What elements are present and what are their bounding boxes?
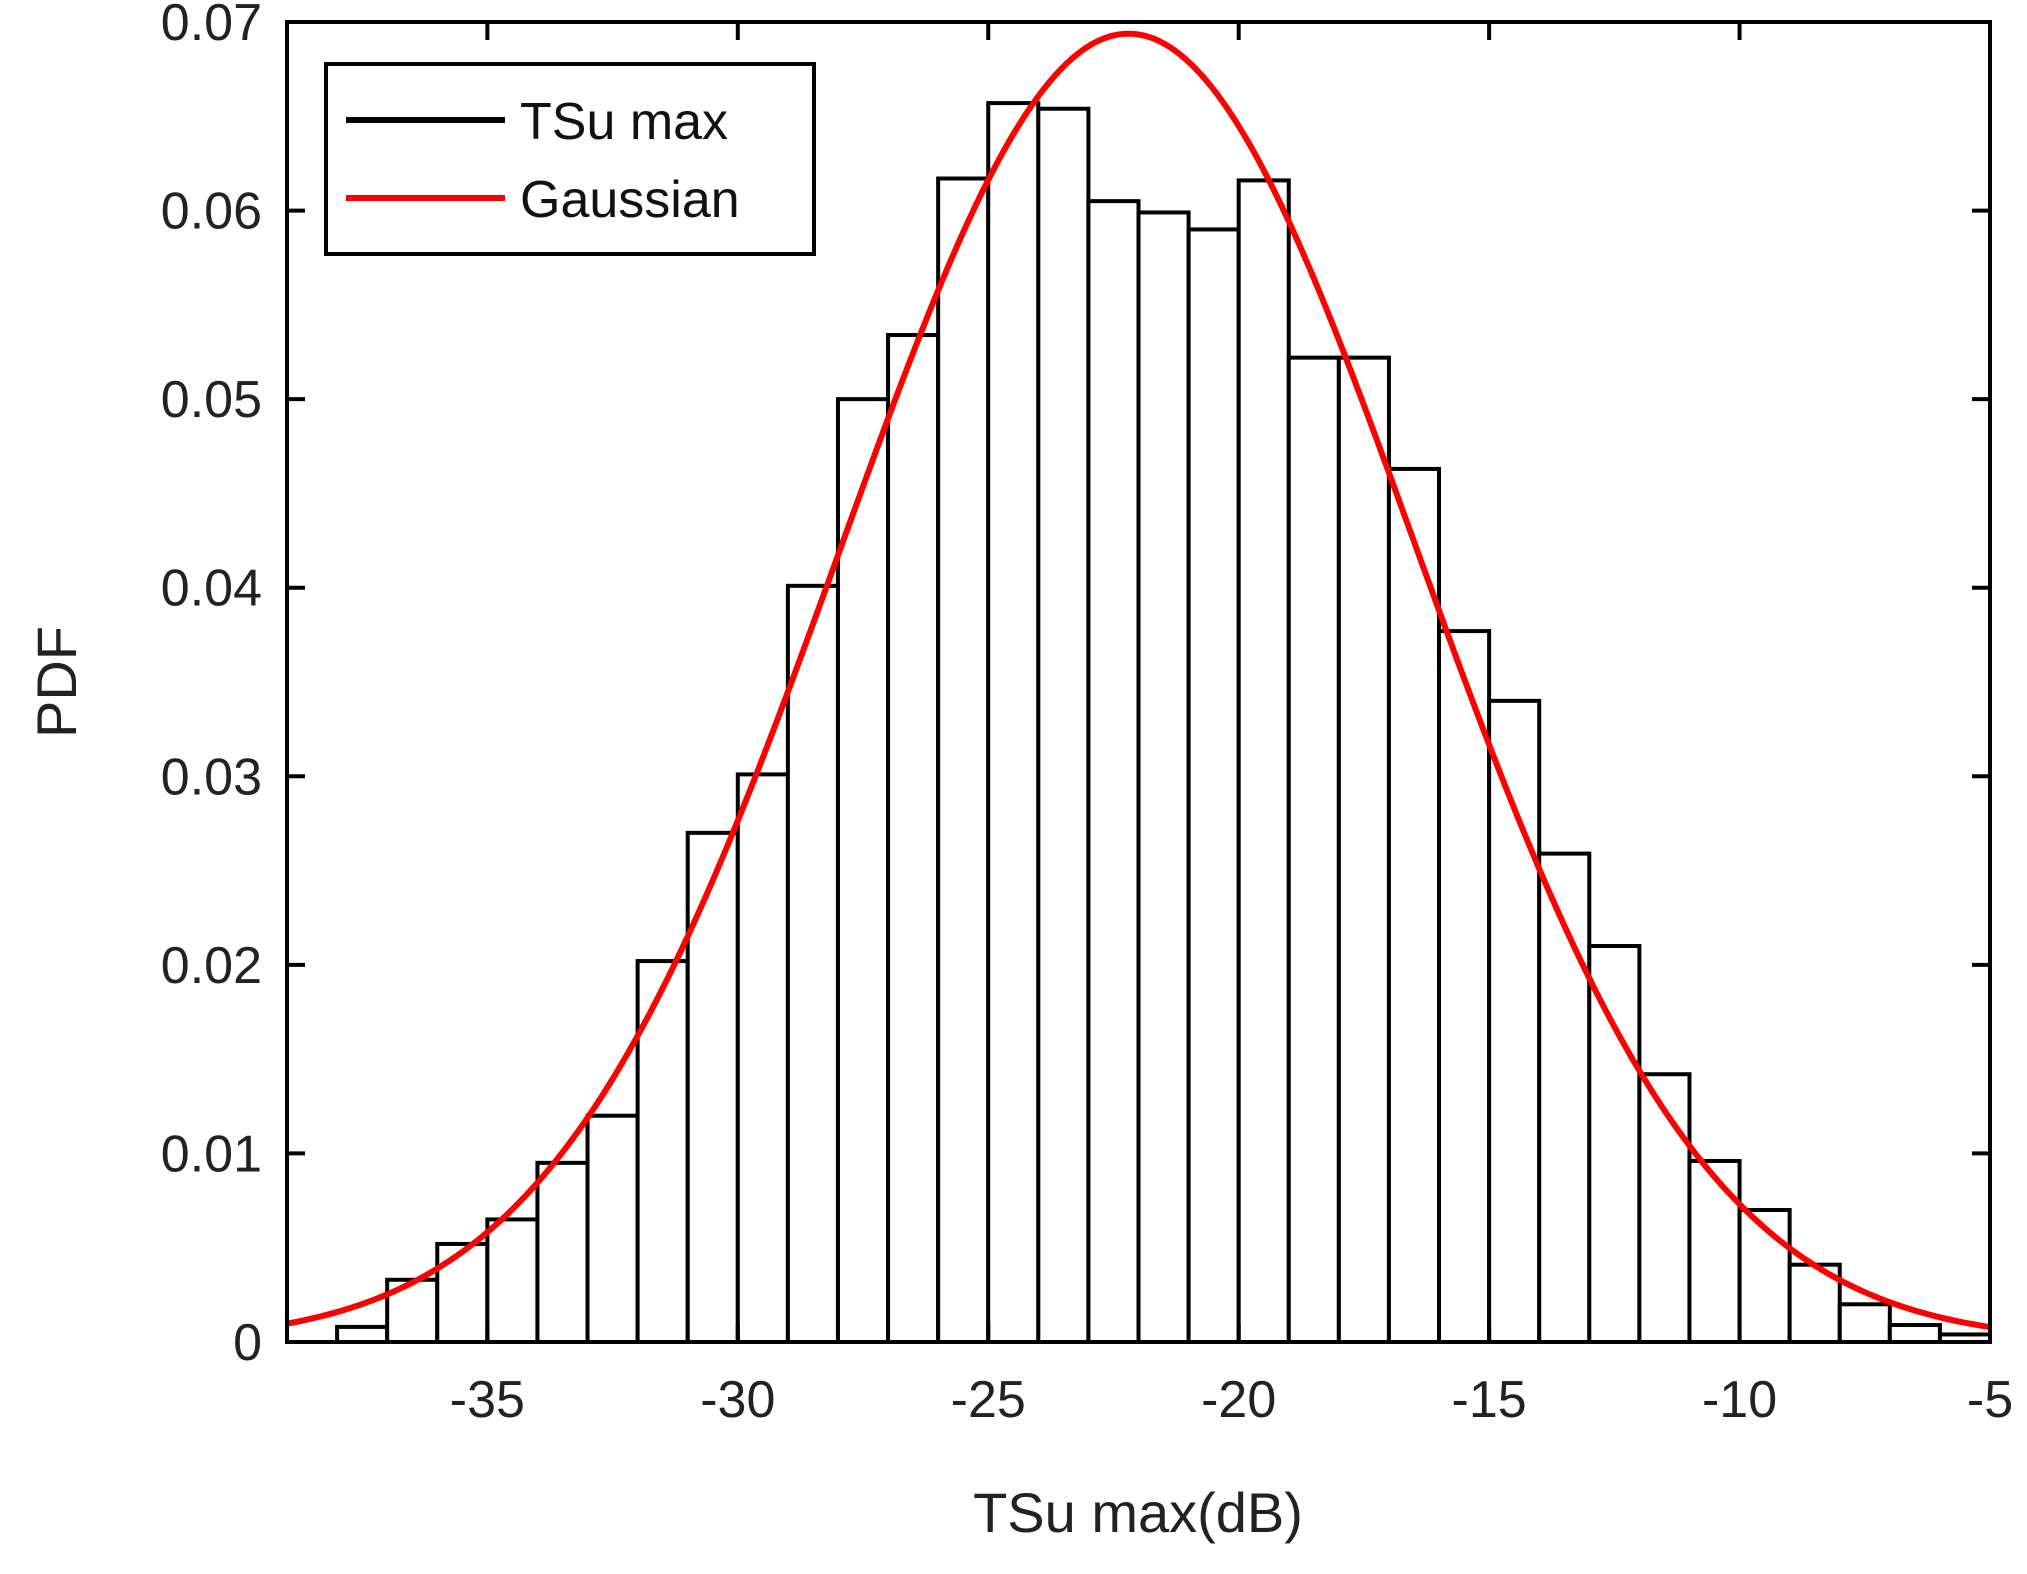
histogram-bar <box>1136 210 1191 1344</box>
histogram-bar <box>1687 1158 1742 1344</box>
y-tick-label: 0.06 <box>161 183 262 241</box>
y-tick-label: 0.01 <box>161 1125 262 1183</box>
y-tick-label: 0.05 <box>161 371 262 429</box>
x-tick-labels: -35 -30 -25 -20 -15 -10 -5 <box>450 1371 2013 1429</box>
histogram-bar <box>1086 199 1141 1345</box>
histogram-bar <box>585 1113 640 1344</box>
histogram-bar <box>1236 178 1291 1344</box>
y-tick-label: 0.02 <box>161 937 262 995</box>
plot-area-frame <box>285 20 1992 1344</box>
histogram-bar <box>1737 1208 1792 1344</box>
histogram-bar <box>1587 944 1642 1344</box>
axis-ticks <box>287 20 1992 1344</box>
histogram-bar <box>535 1160 590 1345</box>
legend-label-tsu-max: TSu max <box>520 93 728 151</box>
x-tick-label: -15 <box>1452 1371 1527 1429</box>
histogram-bar <box>1336 355 1391 1344</box>
histogram-bar <box>1887 1323 1942 1344</box>
x-tick-label: -30 <box>700 1371 775 1429</box>
histogram-bar <box>1286 355 1341 1344</box>
legend-box <box>324 62 816 256</box>
histogram-bar <box>1537 851 1592 1344</box>
histogram-bar <box>485 1217 540 1345</box>
histogram-bar <box>1837 1302 1892 1345</box>
x-tick-label: -10 <box>1702 1371 1777 1429</box>
y-tick-label: 0.07 <box>161 0 262 52</box>
histogram-bar <box>986 101 1041 1345</box>
histogram-bar <box>435 1241 490 1345</box>
histogram-bar <box>1036 106 1091 1345</box>
histogram-bars <box>335 101 1992 1345</box>
y-tick-labels: 0 0.01 0.02 0.03 0.04 0.05 0.06 0.07 <box>161 0 262 1372</box>
gaussian-curve <box>286 30 1991 1331</box>
x-tick-label: -20 <box>1201 1371 1276 1429</box>
histogram-bar <box>936 176 991 1344</box>
histogram-bar <box>835 397 891 1344</box>
histogram-bar <box>1487 698 1542 1344</box>
y-tick-label: 0 <box>233 1314 262 1372</box>
x-tick-label: -35 <box>450 1371 525 1429</box>
histogram-bar <box>685 830 740 1344</box>
histogram-bar <box>785 583 840 1344</box>
y-tick-label: 0.03 <box>161 748 262 806</box>
histogram-bar <box>886 333 941 1344</box>
histogram-bar <box>1186 227 1241 1344</box>
x-tick-label: -25 <box>951 1371 1026 1429</box>
histogram-bar <box>335 1324 390 1345</box>
x-tick-label: -5 <box>1967 1371 2013 1429</box>
histogram-bar <box>1437 629 1492 1344</box>
x-axis-label: TSu max(dB) <box>973 1481 1303 1544</box>
histogram-bar <box>735 772 790 1344</box>
legend: TSu max Gaussian <box>324 62 816 256</box>
histogram-bar <box>1386 466 1442 1344</box>
y-tick-label: 0.04 <box>161 560 262 618</box>
y-axis-label: PDF <box>25 626 88 738</box>
legend-label-gaussian: Gaussian <box>520 171 740 229</box>
